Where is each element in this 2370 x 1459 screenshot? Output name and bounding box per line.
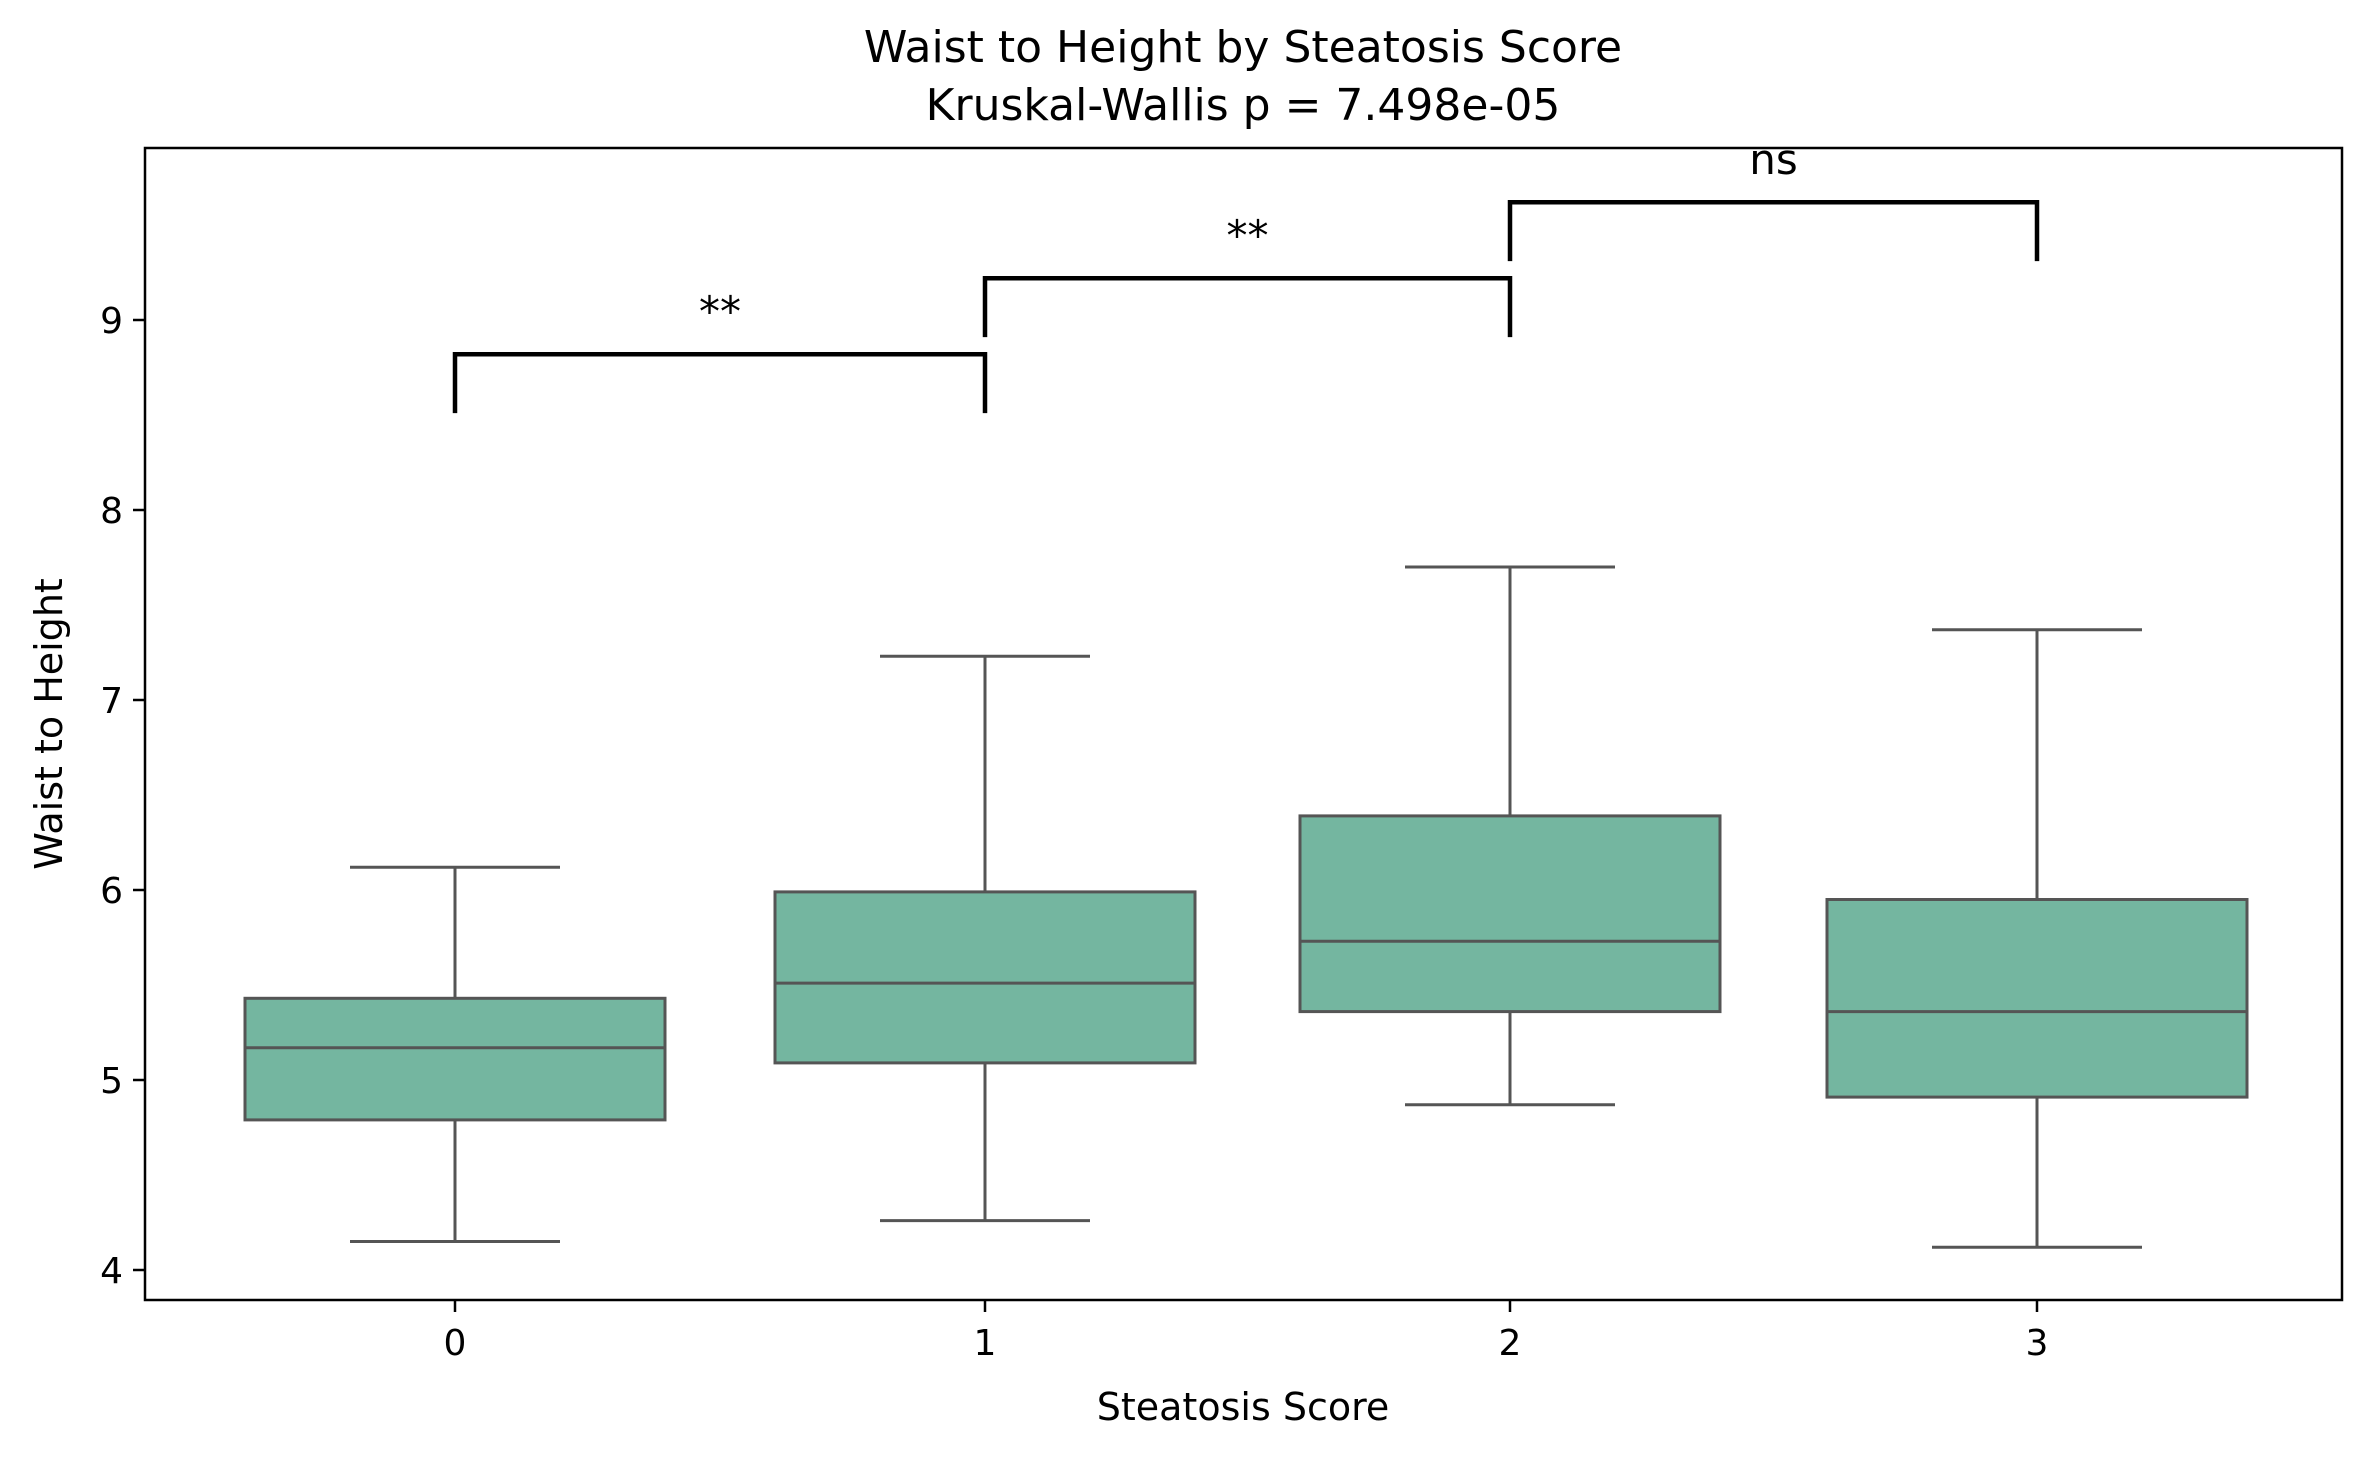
x-axis-label: Steatosis Score — [1097, 1385, 1390, 1429]
box-group-0 — [243, 865, 667, 1243]
iqr-box — [243, 996, 667, 1122]
y-tick-label: 7 — [100, 681, 123, 722]
y-axis-label: Waist to Height — [27, 578, 71, 870]
iqr-box — [1298, 814, 1722, 1014]
boxes-layer — [243, 565, 2249, 1249]
x-tick-label: 0 — [444, 1323, 467, 1364]
box-group-3 — [1825, 628, 2249, 1249]
axes-layer: 4 5 6 7 8 9 0 1 2 3 — [100, 301, 2048, 1364]
x-tick-label: 3 — [2026, 1323, 2049, 1364]
significance-bracket-2: ** — [982, 211, 1513, 338]
x-tick-label: 2 — [1499, 1323, 1522, 1364]
box-group-1 — [773, 654, 1197, 1223]
y-tick-label: 5 — [100, 1061, 123, 1102]
box-group-2 — [1298, 565, 1722, 1107]
chart-title: Waist to Height by Steatosis Score — [864, 22, 1622, 73]
plot-frame — [143, 146, 2344, 1302]
significance-bracket-3: ns — [1507, 135, 2040, 262]
significance-annotations: ** ** ns — [452, 135, 2040, 414]
bracket-line — [982, 275, 1513, 338]
significance-bracket-1: ** — [452, 287, 988, 414]
chart-subtitle: Kruskal-Wallis p = 7.498e-05 — [926, 80, 1561, 131]
y-tick-label: 6 — [100, 871, 123, 912]
y-tick-label: 4 — [100, 1251, 123, 1292]
iqr-box — [773, 890, 1197, 1065]
significance-label: ns — [1749, 135, 1798, 184]
significance-label: ** — [1227, 211, 1269, 260]
significance-label: ** — [699, 287, 741, 336]
y-tick-label: 9 — [100, 301, 123, 342]
bracket-line — [1507, 199, 2040, 262]
y-tick-label: 8 — [100, 491, 123, 532]
bracket-line — [452, 351, 988, 414]
x-tick-label: 1 — [974, 1323, 997, 1364]
iqr-box — [1825, 898, 2249, 1099]
